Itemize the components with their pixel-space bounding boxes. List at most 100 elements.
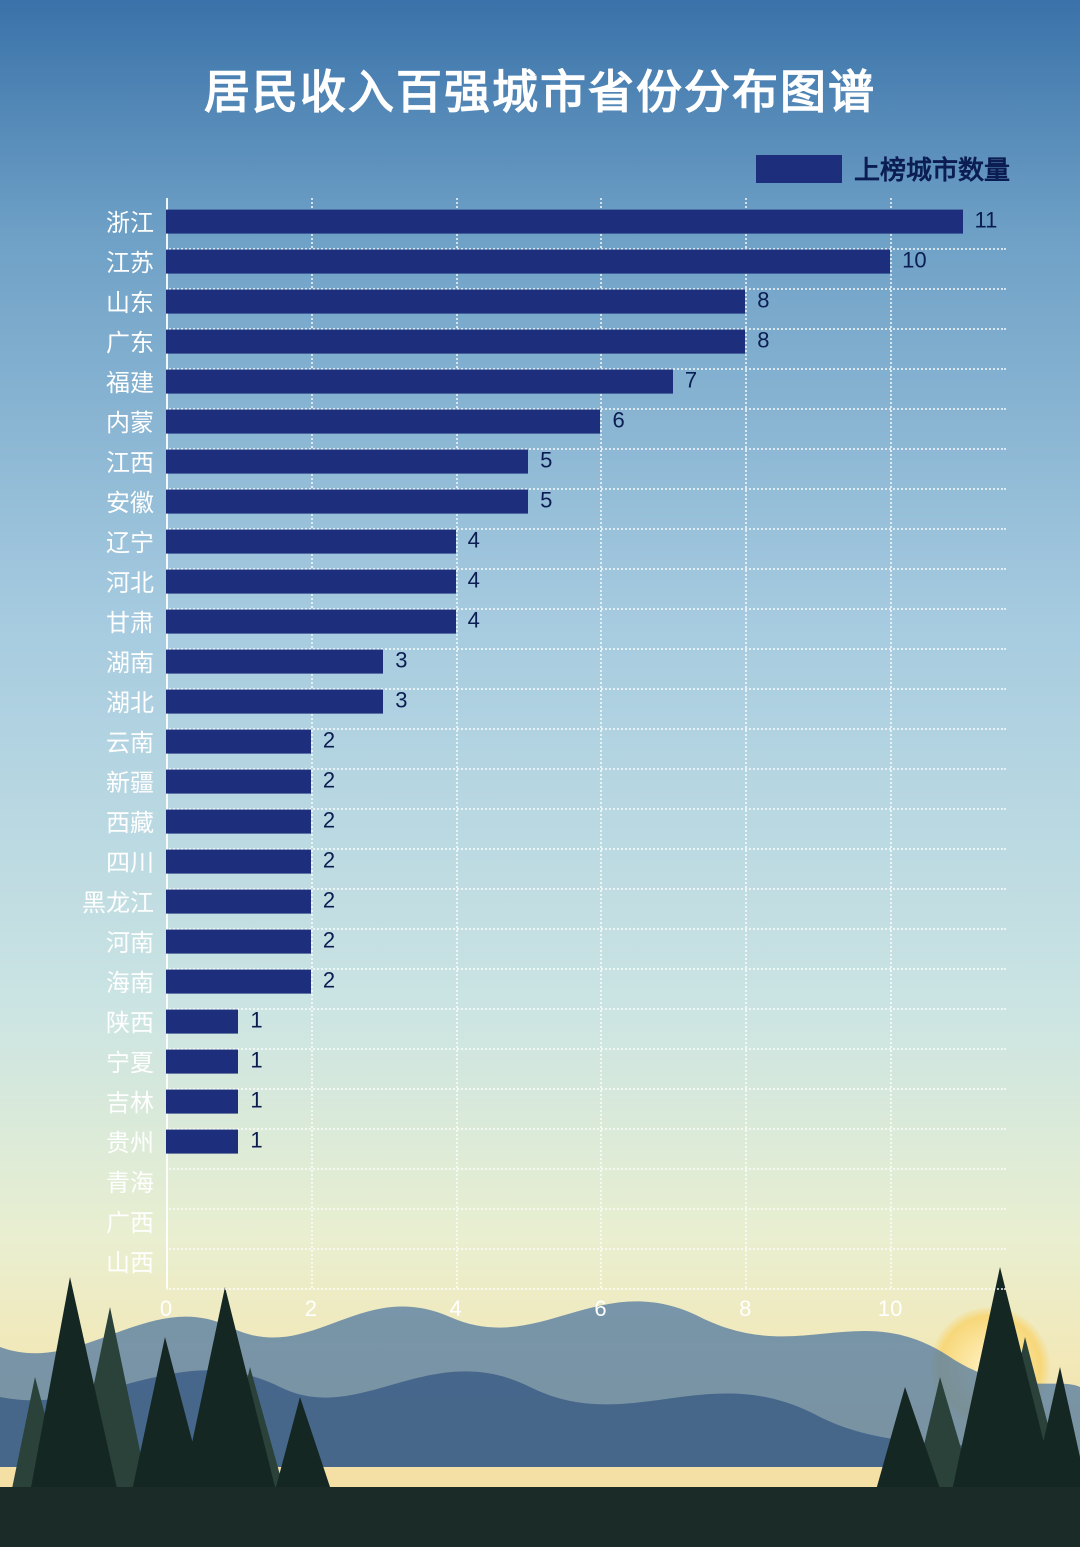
value-label: 8 bbox=[757, 327, 769, 353]
value-label: 1 bbox=[250, 1047, 262, 1073]
category-label: 广西 bbox=[106, 1203, 154, 1238]
category-label: 海南 bbox=[106, 963, 154, 998]
ground-strip bbox=[0, 1487, 1080, 1547]
bar-row: 广西 bbox=[166, 1204, 1006, 1244]
bar-row: 山东8 bbox=[166, 284, 1006, 324]
value-label: 2 bbox=[323, 807, 335, 833]
bar bbox=[166, 930, 311, 954]
category-label: 河北 bbox=[106, 563, 154, 598]
bar-row: 四川2 bbox=[166, 844, 1006, 884]
legend-label: 上榜城市数量 bbox=[854, 150, 1010, 187]
bar bbox=[166, 690, 383, 714]
category-label: 宁夏 bbox=[106, 1043, 154, 1078]
bar bbox=[166, 1010, 238, 1034]
bar-row: 西藏2 bbox=[166, 804, 1006, 844]
category-label: 贵州 bbox=[106, 1123, 154, 1158]
bar bbox=[166, 970, 311, 994]
bar-row: 云南2 bbox=[166, 724, 1006, 764]
value-label: 11 bbox=[975, 207, 998, 233]
category-label: 安徽 bbox=[106, 483, 154, 518]
bar bbox=[166, 370, 673, 394]
bar-row: 海南2 bbox=[166, 964, 1006, 1004]
value-label: 4 bbox=[468, 607, 480, 633]
bar-row: 安徽5 bbox=[166, 484, 1006, 524]
value-label: 1 bbox=[250, 1087, 262, 1113]
value-label: 2 bbox=[323, 847, 335, 873]
category-label: 江西 bbox=[106, 443, 154, 478]
bar bbox=[166, 410, 600, 434]
x-tick-label: 10 bbox=[878, 1296, 902, 1322]
bar bbox=[166, 290, 745, 314]
value-label: 3 bbox=[395, 647, 407, 673]
plot-area: 浙江11江苏10山东8广东8福建7内蒙6江西5安徽5辽宁4河北4甘肃4湖南3湖北… bbox=[166, 198, 1006, 1288]
bar bbox=[166, 250, 890, 274]
category-label: 吉林 bbox=[106, 1083, 154, 1118]
value-label: 1 bbox=[250, 1007, 262, 1033]
bar bbox=[166, 210, 963, 234]
category-label: 广东 bbox=[106, 323, 154, 358]
category-label: 新疆 bbox=[106, 763, 154, 798]
category-label: 陕西 bbox=[106, 1003, 154, 1038]
bar bbox=[166, 850, 311, 874]
bar bbox=[166, 1050, 238, 1074]
bar-row: 河北4 bbox=[166, 564, 1006, 604]
category-label: 山东 bbox=[106, 283, 154, 318]
bar-row: 黑龙江2 bbox=[166, 884, 1006, 924]
category-label: 云南 bbox=[106, 723, 154, 758]
category-label: 福建 bbox=[106, 363, 154, 398]
bar bbox=[166, 730, 311, 754]
bar bbox=[166, 650, 383, 674]
bar-row: 湖南3 bbox=[166, 644, 1006, 684]
value-label: 7 bbox=[685, 367, 697, 393]
bar bbox=[166, 770, 311, 794]
bar-row: 江苏10 bbox=[166, 244, 1006, 284]
bar bbox=[166, 530, 456, 554]
value-label: 2 bbox=[323, 887, 335, 913]
x-axis: 0246810 bbox=[166, 1288, 1006, 1334]
category-label: 山西 bbox=[106, 1243, 154, 1278]
bar bbox=[166, 490, 528, 514]
bar-row: 贵州1 bbox=[166, 1124, 1006, 1164]
bar-row: 新疆2 bbox=[166, 764, 1006, 804]
bar-row: 宁夏1 bbox=[166, 1044, 1006, 1084]
bar-row: 辽宁4 bbox=[166, 524, 1006, 564]
x-tick-label: 8 bbox=[739, 1296, 751, 1322]
bar-row: 山西 bbox=[166, 1244, 1006, 1284]
value-label: 10 bbox=[902, 247, 926, 273]
bar-chart: 浙江11江苏10山东8广东8福建7内蒙6江西5安徽5辽宁4河北4甘肃4湖南3湖北… bbox=[56, 198, 1024, 1334]
category-label: 四川 bbox=[106, 843, 154, 878]
value-label: 5 bbox=[540, 447, 552, 473]
category-label: 湖北 bbox=[106, 683, 154, 718]
bar bbox=[166, 890, 311, 914]
category-label: 黑龙江 bbox=[82, 883, 154, 918]
bar-row: 福建7 bbox=[166, 364, 1006, 404]
value-label: 6 bbox=[612, 407, 624, 433]
bar bbox=[166, 610, 456, 634]
bar bbox=[166, 450, 528, 474]
category-label: 青海 bbox=[106, 1163, 154, 1198]
bar bbox=[166, 1090, 238, 1114]
bar-row: 河南2 bbox=[166, 924, 1006, 964]
value-label: 2 bbox=[323, 927, 335, 953]
bar-row: 江西5 bbox=[166, 444, 1006, 484]
x-tick-label: 6 bbox=[594, 1296, 606, 1322]
x-tick-label: 0 bbox=[160, 1296, 172, 1322]
bar bbox=[166, 1130, 238, 1154]
value-label: 1 bbox=[250, 1127, 262, 1153]
category-label: 甘肃 bbox=[106, 603, 154, 638]
category-label: 湖南 bbox=[106, 643, 154, 678]
x-tick-label: 2 bbox=[305, 1296, 317, 1322]
category-label: 西藏 bbox=[106, 803, 154, 838]
bar-row: 湖北3 bbox=[166, 684, 1006, 724]
bar-row: 广东8 bbox=[166, 324, 1006, 364]
legend: 上榜城市数量 bbox=[756, 150, 1010, 187]
value-label: 4 bbox=[468, 527, 480, 553]
bar-row: 浙江11 bbox=[166, 204, 1006, 244]
infographic-stage: 居民收入百强城市省份分布图谱 上榜城市数量 浙江11江苏10山东8广东8福建7内… bbox=[0, 0, 1080, 1547]
value-label: 5 bbox=[540, 487, 552, 513]
bar bbox=[166, 330, 745, 354]
bar-row: 甘肃4 bbox=[166, 604, 1006, 644]
bar-row: 青海 bbox=[166, 1164, 1006, 1204]
category-label: 浙江 bbox=[106, 203, 154, 238]
category-label: 辽宁 bbox=[106, 523, 154, 558]
